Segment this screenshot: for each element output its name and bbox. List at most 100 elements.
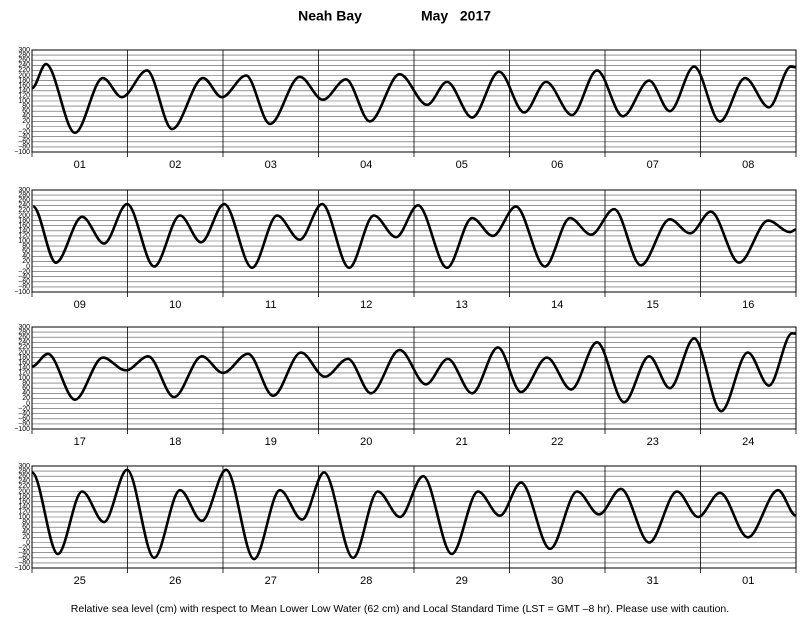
y-tick-label: 220 — [18, 207, 30, 214]
day-label: 22 — [551, 436, 563, 448]
y-tick-label: 280 — [18, 192, 30, 199]
y-tick-label: 80 — [22, 103, 30, 110]
y-tick-label: 120 — [18, 509, 30, 516]
day-label: 23 — [647, 436, 659, 448]
day-label: 31 — [647, 575, 659, 587]
y-tick-label: 140 — [18, 504, 30, 511]
panel-frame — [31, 49, 797, 153]
day-label: 02 — [169, 159, 181, 171]
chart-subtitle: May 2017 — [421, 8, 491, 24]
y-tick-label: −20 — [18, 405, 30, 412]
y-tick-label: −100 — [14, 565, 30, 572]
y-tick-label: 40 — [22, 390, 30, 397]
y-tick-label: 0 — [26, 539, 30, 546]
y-tick-label: 220 — [18, 67, 30, 74]
y-tick-label: 80 — [22, 380, 30, 387]
y-tick-label: 20 — [22, 258, 30, 265]
y-tick-label: 300 — [18, 187, 30, 194]
y-tick-label: 60 — [22, 385, 30, 392]
y-tick-label: 240 — [18, 478, 30, 485]
day-label: 01 — [742, 575, 754, 587]
y-tick-label: 120 — [18, 370, 30, 377]
y-tick-label: −40 — [18, 274, 30, 281]
y-tick-label: 200 — [18, 212, 30, 219]
day-label: 14 — [551, 299, 563, 311]
y-tick-label: 0 — [26, 123, 30, 130]
day-label: 03 — [265, 159, 277, 171]
y-tick-label: 160 — [18, 360, 30, 367]
y-tick-label: 180 — [18, 354, 30, 361]
day-label: 24 — [742, 436, 754, 448]
y-tick-label: 300 — [18, 463, 30, 470]
y-tick-label: 300 — [18, 324, 30, 331]
caption: Relative sea level (cm) with respect to … — [71, 603, 729, 615]
y-tick-label: −20 — [18, 128, 30, 135]
y-tick-label: −60 — [18, 139, 30, 146]
y-tick-label: 260 — [18, 197, 30, 204]
day-label: 19 — [265, 436, 277, 448]
y-tick-label: 80 — [22, 243, 30, 250]
y-tick-label: −40 — [18, 134, 30, 141]
y-tick-label: 260 — [18, 57, 30, 64]
day-label: 15 — [647, 299, 659, 311]
y-tick-label: 160 — [18, 83, 30, 90]
day-label: 28 — [360, 575, 372, 587]
y-tick-label: 240 — [18, 339, 30, 346]
y-tick-label: 60 — [22, 524, 30, 531]
y-tick-label: 100 — [18, 375, 30, 382]
y-tick-label: 140 — [18, 365, 30, 372]
y-tick-label: −60 — [18, 555, 30, 562]
y-tick-label: −80 — [18, 421, 30, 428]
y-tick-label: 100 — [18, 238, 30, 245]
y-tick-label: −80 — [18, 560, 30, 567]
chart-title: Neah Bay — [298, 8, 362, 24]
day-label: 17 — [74, 436, 86, 448]
y-tick-label: 200 — [18, 488, 30, 495]
day-label: 04 — [360, 159, 372, 171]
y-tick-label: 300 — [18, 47, 30, 54]
day-label: 27 — [265, 575, 277, 587]
day-label: 13 — [456, 299, 468, 311]
day-label: 30 — [551, 575, 563, 587]
y-tick-label: −100 — [14, 426, 30, 433]
y-tick-label: −40 — [18, 550, 30, 557]
panel-frame — [31, 326, 797, 430]
y-tick-label: 280 — [18, 329, 30, 336]
y-tick-label: 180 — [18, 493, 30, 500]
day-label: 08 — [742, 159, 754, 171]
y-tick-label: −100 — [14, 289, 30, 296]
y-tick-label: 80 — [22, 519, 30, 526]
y-tick-label: 200 — [18, 72, 30, 79]
day-label: 06 — [551, 159, 563, 171]
y-tick-label: 20 — [22, 118, 30, 125]
day-label: 01 — [74, 159, 86, 171]
y-tick-label: 40 — [22, 529, 30, 536]
y-tick-label: 40 — [22, 253, 30, 260]
y-tick-label: −60 — [18, 416, 30, 423]
y-tick-label: 140 — [18, 88, 30, 95]
y-tick-label: 260 — [18, 334, 30, 341]
day-label: 16 — [742, 299, 754, 311]
y-tick-label: −20 — [18, 268, 30, 275]
day-label: 21 — [456, 436, 468, 448]
y-tick-label: 280 — [18, 468, 30, 475]
y-tick-label: 60 — [22, 248, 30, 255]
y-tick-label: 280 — [18, 52, 30, 59]
y-tick-label: 20 — [22, 395, 30, 402]
y-tick-label: 0 — [26, 263, 30, 270]
y-tick-label: 160 — [18, 223, 30, 230]
y-tick-label: 120 — [18, 233, 30, 240]
y-tick-label: 240 — [18, 62, 30, 69]
day-label: 07 — [647, 159, 659, 171]
y-tick-label: 0 — [26, 400, 30, 407]
y-tick-label: 260 — [18, 473, 30, 480]
day-label: 20 — [360, 436, 372, 448]
panel-frame — [31, 189, 797, 293]
y-tick-label: −100 — [14, 149, 30, 156]
day-label: 26 — [169, 575, 181, 587]
y-tick-label: 180 — [18, 217, 30, 224]
y-tick-label: 120 — [18, 93, 30, 100]
y-tick-label: 180 — [18, 77, 30, 84]
day-label: 12 — [360, 299, 372, 311]
